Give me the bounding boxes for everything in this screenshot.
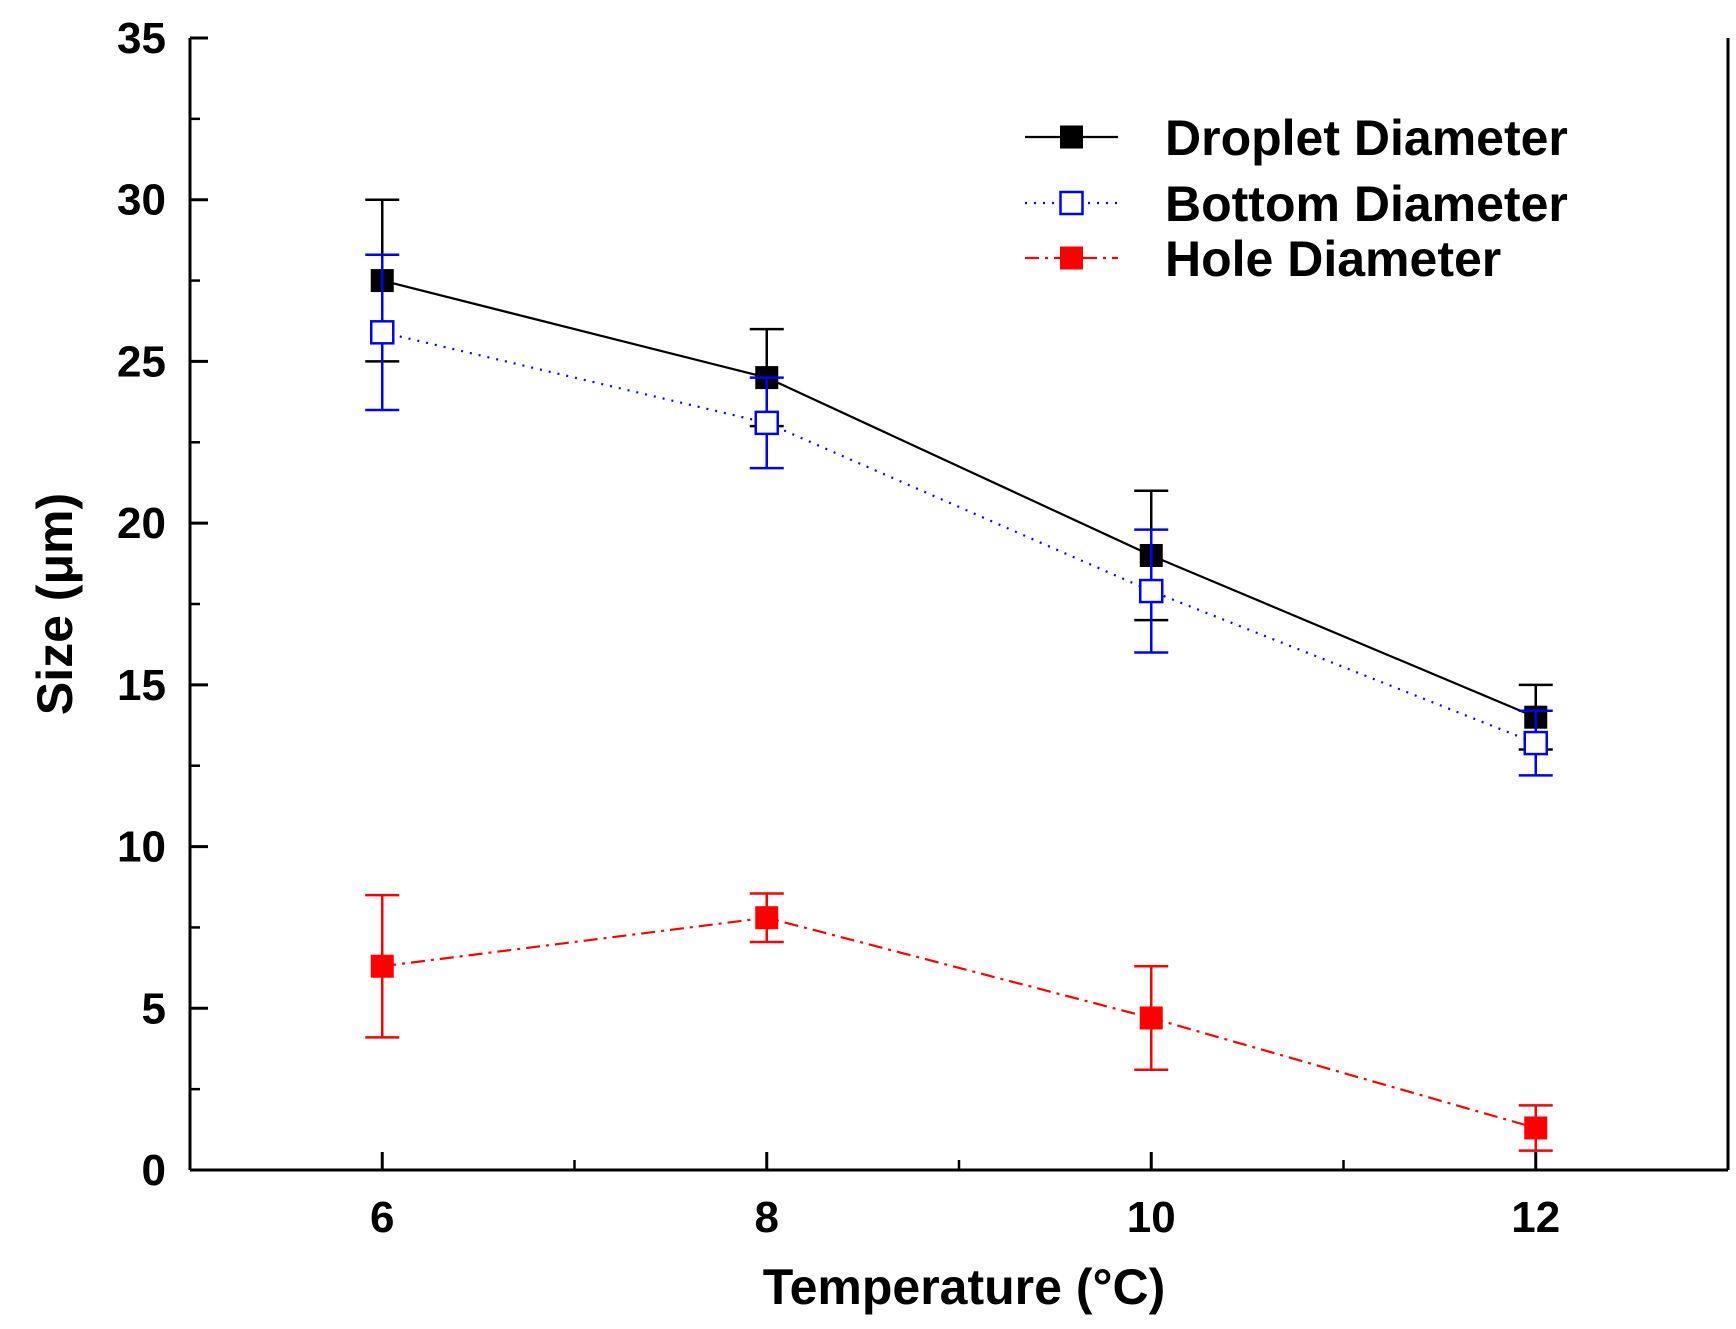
y-tick-label: 5 — [142, 984, 166, 1033]
data-point — [755, 906, 779, 930]
y-tick-label: 15 — [117, 661, 166, 710]
series-2 — [365, 892, 1553, 1152]
legend-marker — [1060, 246, 1083, 270]
legend-label: Bottom Diameter — [1165, 176, 1568, 232]
series-1 — [365, 253, 1553, 777]
x-axis-title: Temperature (°C) — [763, 1259, 1165, 1315]
y-tick-label: 30 — [117, 176, 166, 225]
series-line — [381, 279, 1537, 719]
legend-label: Hole Diameter — [1165, 231, 1501, 287]
data-point — [1139, 1006, 1163, 1030]
legend-item: Droplet Diameter — [1025, 110, 1568, 166]
y-tick-label: 10 — [117, 823, 166, 872]
y-tick-label: 35 — [117, 14, 166, 63]
series-line — [382, 916, 1537, 1130]
y-tick-label: 20 — [117, 499, 166, 548]
y-tick-label: 25 — [117, 337, 166, 386]
x-tick-label: 6 — [370, 1193, 394, 1242]
legend-item: Bottom Diameter — [1025, 176, 1568, 232]
legend-label: Droplet Diameter — [1165, 110, 1568, 166]
x-tick-label: 10 — [1127, 1193, 1176, 1242]
data-point — [1523, 730, 1548, 756]
x-tick-label: 12 — [1511, 1193, 1560, 1242]
y-tick-label: 0 — [142, 1146, 166, 1195]
axes-layer: 0 5 10 15 20 25 30 35 6 8 10 12 Temperature (°C) Size… — [27, 14, 1730, 1315]
x-tick-label: 8 — [755, 1193, 779, 1242]
y-axis-title: Size (μm) — [27, 493, 83, 715]
legend-item: Hole Diameter — [1025, 231, 1501, 287]
data-point — [754, 410, 779, 436]
legend-marker — [1059, 190, 1084, 216]
data-point — [1139, 578, 1164, 604]
legend-marker — [1060, 125, 1083, 149]
data-point — [370, 320, 395, 345]
series-layer — [365, 198, 1553, 1152]
series-line — [381, 331, 1537, 745]
data-point — [370, 954, 394, 978]
data-point — [1524, 1116, 1548, 1140]
